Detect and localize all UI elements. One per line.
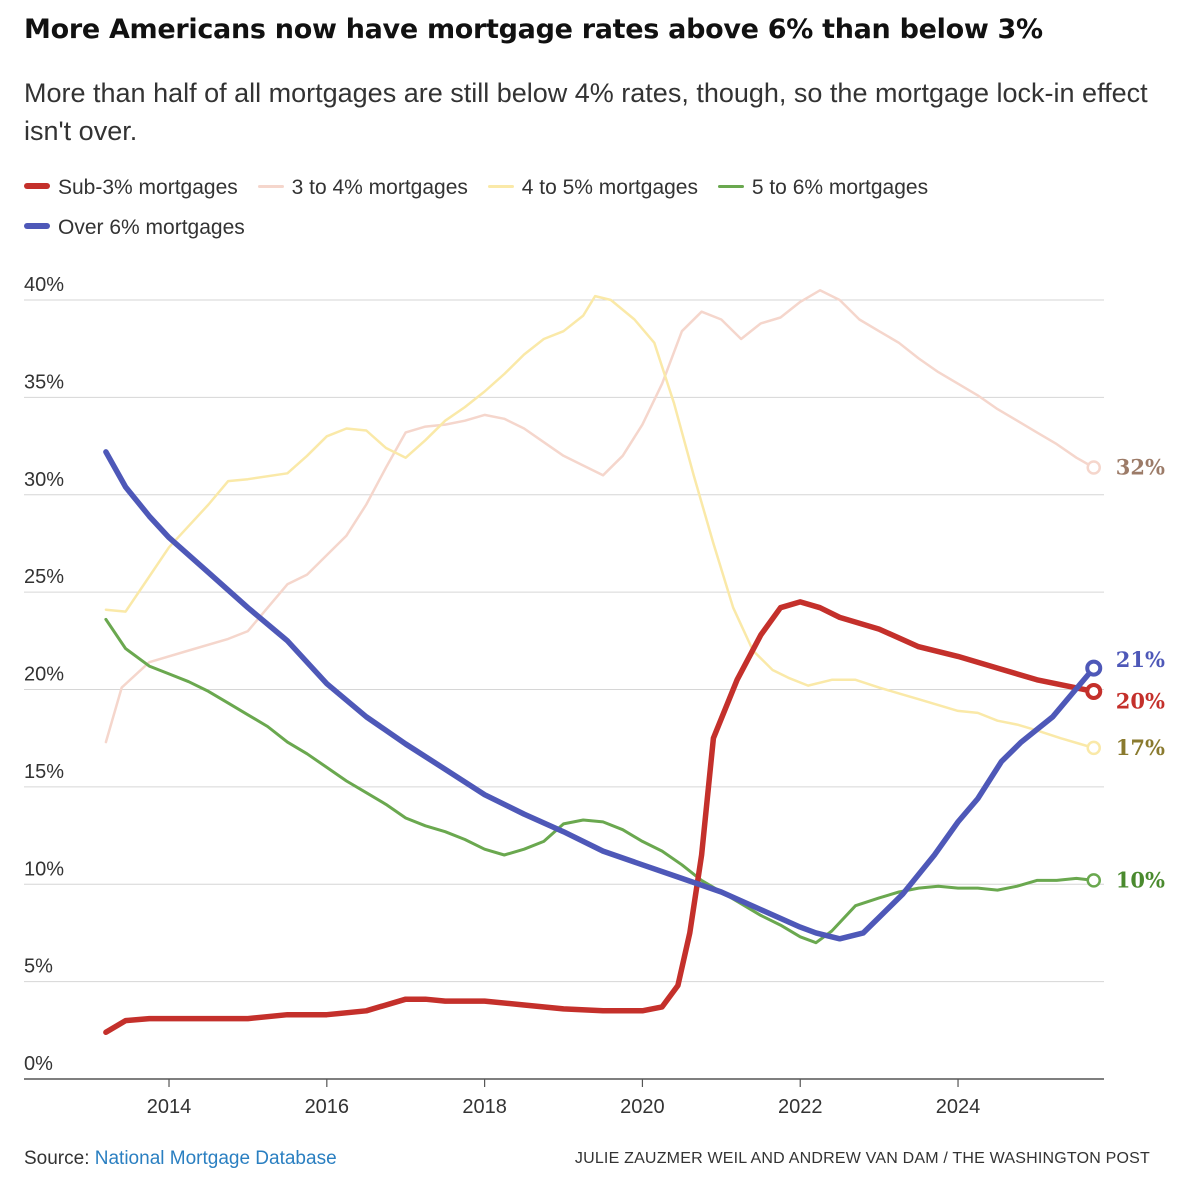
y-tick-label: 40% xyxy=(24,274,64,296)
legend-label-5to6: 5 to 6% mortgages xyxy=(751,176,929,199)
legend-swatch-5to6 xyxy=(717,184,744,188)
legend-swatch-sub3 xyxy=(24,183,50,190)
source-label: Source: xyxy=(24,1148,90,1169)
legend-item-4to5: 4 to 5% mortgages xyxy=(487,168,698,208)
y-tick-label: 20% xyxy=(24,664,64,686)
legend-item-5to6: 5 to 6% mortgages xyxy=(717,168,929,208)
series-line-over6 xyxy=(103,449,1097,942)
legend-item-over6: Over 6% mortgages xyxy=(24,208,245,248)
legend-label-3to4: 3 to 4% mortgages xyxy=(291,176,468,199)
end-marker-4to5 xyxy=(1086,740,1101,756)
y-tick-label: 5% xyxy=(24,956,53,978)
end-marker-sub3 xyxy=(1085,682,1103,700)
y-tick-label: 25% xyxy=(24,566,64,588)
series-line-3to4 xyxy=(104,289,1095,744)
chart-title: More Americans now have mortgage rates a… xyxy=(24,14,1043,45)
series-line-sub3 xyxy=(103,599,1097,1036)
x-tick-label: 2022 xyxy=(778,1096,823,1118)
end-marker-over6 xyxy=(1085,659,1103,677)
end-label-sub3: 20% xyxy=(1116,688,1165,713)
legend-label-over6: Over 6% mortgages xyxy=(58,216,245,239)
legend-item-sub3: Sub-3% mortgages xyxy=(24,168,238,208)
y-tick-label: 10% xyxy=(24,858,64,880)
x-tick-label: 2020 xyxy=(620,1096,665,1118)
x-tick-label: 2018 xyxy=(462,1096,507,1118)
legend-swatch-over6 xyxy=(24,223,50,230)
legend-label-sub3: Sub-3% mortgages xyxy=(58,176,238,199)
legend-swatch-4to5 xyxy=(487,184,514,188)
end-marker-3to4 xyxy=(1086,460,1101,475)
y-tick-label: 35% xyxy=(24,371,64,393)
end-label-3to4: 32% xyxy=(1116,454,1165,479)
source-line: Source: National Mortgage Database xyxy=(24,1148,337,1170)
source-link[interactable]: National Mortgage Database xyxy=(94,1148,337,1169)
x-tick-label: 2016 xyxy=(305,1096,350,1118)
legend-swatch-3to4 xyxy=(257,184,284,188)
end-marker-5to6 xyxy=(1086,873,1101,888)
x-tick-label: 2014 xyxy=(147,1096,192,1118)
end-label-4to5: 17% xyxy=(1116,735,1165,760)
y-tick-label: 0% xyxy=(24,1053,53,1075)
series-line-5to6 xyxy=(104,617,1096,945)
chart-subtitle: More than half of all mortgages are stil… xyxy=(24,78,1148,146)
end-label-5to6: 10% xyxy=(1116,867,1165,892)
series-line-4to5 xyxy=(104,294,1095,750)
legend: Sub-3% mortgages 3 to 4% mortgages 4 to … xyxy=(24,168,1154,248)
legend-item-3to4: 3 to 4% mortgages xyxy=(257,168,468,208)
credit-line: JULIE ZAUZMER WEIL AND ANDREW VAN DAM / … xyxy=(574,1150,1150,1167)
x-tick-label: 2024 xyxy=(936,1096,981,1118)
y-tick-label: 30% xyxy=(24,469,64,491)
end-label-over6: 21% xyxy=(1116,647,1165,672)
y-tick-label: 15% xyxy=(24,761,64,783)
legend-label-4to5: 4 to 5% mortgages xyxy=(521,176,698,199)
